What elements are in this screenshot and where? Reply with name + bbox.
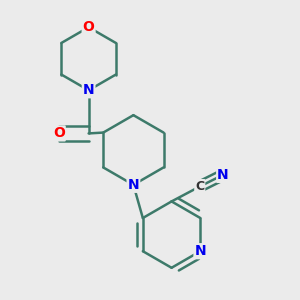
Text: C: C <box>195 180 204 193</box>
Text: N: N <box>128 178 139 192</box>
Text: N: N <box>217 168 229 182</box>
Text: N: N <box>194 244 206 258</box>
Text: O: O <box>83 20 94 34</box>
Text: N: N <box>83 83 94 97</box>
Text: O: O <box>53 126 65 140</box>
